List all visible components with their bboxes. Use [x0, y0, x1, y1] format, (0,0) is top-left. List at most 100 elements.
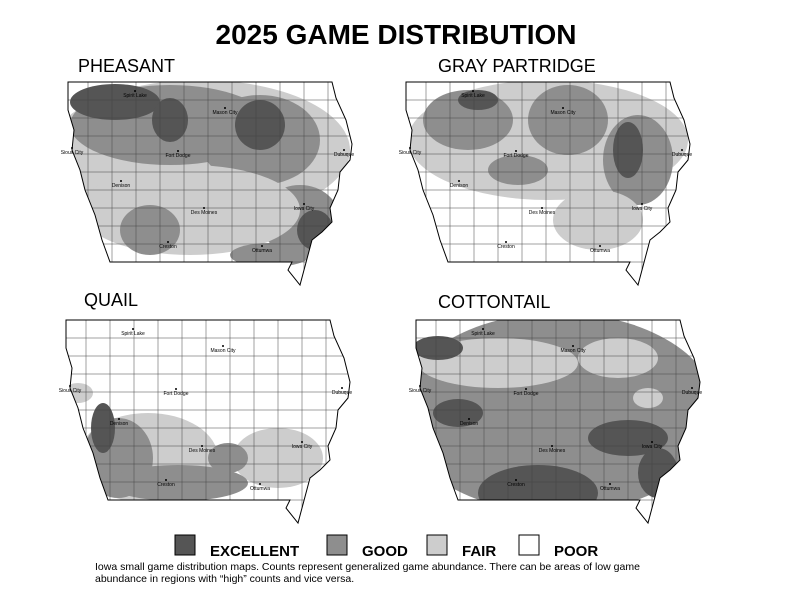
city-dot [419, 385, 421, 387]
city-dot [118, 418, 120, 420]
city-label: Fort Dodge [165, 153, 190, 159]
abundance-zone [152, 98, 188, 142]
city-dot [609, 483, 611, 485]
city-label: Sioux City [399, 150, 422, 156]
city-label: Creston [157, 482, 175, 488]
city-label: Sioux City [409, 388, 432, 394]
state-outline [415, 319, 701, 525]
city-label: Spirit Lake [123, 93, 147, 99]
abundance-zone [108, 465, 248, 501]
city-dot [341, 387, 343, 389]
city-label: Iowa City [632, 206, 653, 212]
map: Spirit Lake Mason City Sioux City Fort Dodg… [61, 81, 355, 287]
city-label: Creston [497, 244, 515, 250]
legend-swatch [426, 534, 448, 556]
city-label: Spirit Lake [471, 331, 495, 337]
city-label: Mason City [560, 348, 586, 354]
city-dot [515, 150, 517, 152]
city-label: Dubuque [332, 390, 353, 396]
city-label: Creston [159, 244, 177, 250]
city-dot [177, 150, 179, 152]
city-dot [120, 180, 122, 182]
city-dot [69, 385, 71, 387]
legend-label: EXCELLENT [210, 543, 299, 560]
map-title: COTTONTAIL [438, 292, 550, 312]
abundance-zone [235, 100, 285, 150]
city-dot [132, 328, 134, 330]
city-label: Denison [450, 183, 469, 189]
city-label: Denison [460, 421, 479, 427]
map-title: QUAIL [84, 290, 138, 310]
city-dot [134, 90, 136, 92]
city-label: Sioux City [59, 388, 82, 394]
city-label: Des Moines [189, 448, 216, 454]
city-dot [203, 207, 205, 209]
city-label: Fort Dodge [163, 391, 188, 397]
city-label: Denison [112, 183, 131, 189]
abundance-zone [416, 336, 463, 360]
abundance-zone [208, 443, 248, 473]
city-label: Ottumwa [250, 486, 270, 492]
shading [68, 82, 350, 267]
abundance-zone [528, 85, 608, 155]
city-label: Ottumwa [252, 248, 272, 254]
city-dot [71, 147, 73, 149]
city-label: Denison [110, 421, 129, 427]
abundance-zone [70, 84, 160, 120]
city-dot [409, 147, 411, 149]
legend-swatch [174, 534, 196, 556]
legend-label: POOR [554, 543, 598, 560]
state-outline [405, 81, 691, 287]
city-dot [641, 203, 643, 205]
map-title: GRAY PARTRIDGE [438, 56, 596, 76]
city-dot [167, 241, 169, 243]
abundance-zone [230, 243, 310, 267]
city-label: Creston [507, 482, 525, 488]
city-dot [175, 388, 177, 390]
legend-swatch [518, 534, 540, 556]
city-label: Spirit Lake [461, 93, 485, 99]
city-label: Fort Dodge [513, 391, 538, 397]
map: Spirit Lake Mason City Sioux City Fort Dodg… [59, 319, 353, 525]
city-dot [458, 180, 460, 182]
city-label: Ottumwa [590, 248, 610, 254]
footnote: Iowa small game distribution maps. Count… [95, 561, 640, 585]
city-label: Sioux City [61, 150, 84, 156]
abundance-zone [578, 338, 658, 378]
title: 2025 GAME DISTRIBUTION [216, 19, 577, 50]
state-outline [65, 319, 351, 525]
city-dot [259, 483, 261, 485]
city-dot [301, 441, 303, 443]
city-dot [681, 149, 683, 151]
city-dot [224, 107, 226, 109]
city-label: Ottumwa [600, 486, 620, 492]
city-label: Des Moines [539, 448, 566, 454]
map: Spirit Lake Mason City Sioux City Fort Dodg… [409, 319, 703, 525]
city-label: Dubuque [672, 152, 693, 158]
city-dot [562, 107, 564, 109]
city-label: Dubuque [682, 390, 703, 396]
city-dot [343, 149, 345, 151]
city-label: Iowa City [642, 444, 663, 450]
city-dot [505, 241, 507, 243]
map-title: PHEASANT [78, 56, 175, 76]
city-dot [651, 441, 653, 443]
city-dot [472, 90, 474, 92]
abundance-zone [613, 122, 643, 178]
abundance-zone [633, 388, 663, 408]
city-dot [261, 245, 263, 247]
city-dot [572, 345, 574, 347]
legend-swatch [326, 534, 348, 556]
abundance-zone [120, 205, 180, 255]
city-label: Des Moines [529, 210, 556, 216]
city-dot [468, 418, 470, 420]
city-label: Fort Dodge [503, 153, 528, 159]
city-dot [691, 387, 693, 389]
city-dot [599, 245, 601, 247]
city-label: Iowa City [294, 206, 315, 212]
city-label: Mason City [210, 348, 236, 354]
state-outline [67, 81, 353, 287]
city-label: Dubuque [334, 152, 355, 158]
shading [416, 320, 700, 521]
legend-label: GOOD [362, 543, 408, 560]
